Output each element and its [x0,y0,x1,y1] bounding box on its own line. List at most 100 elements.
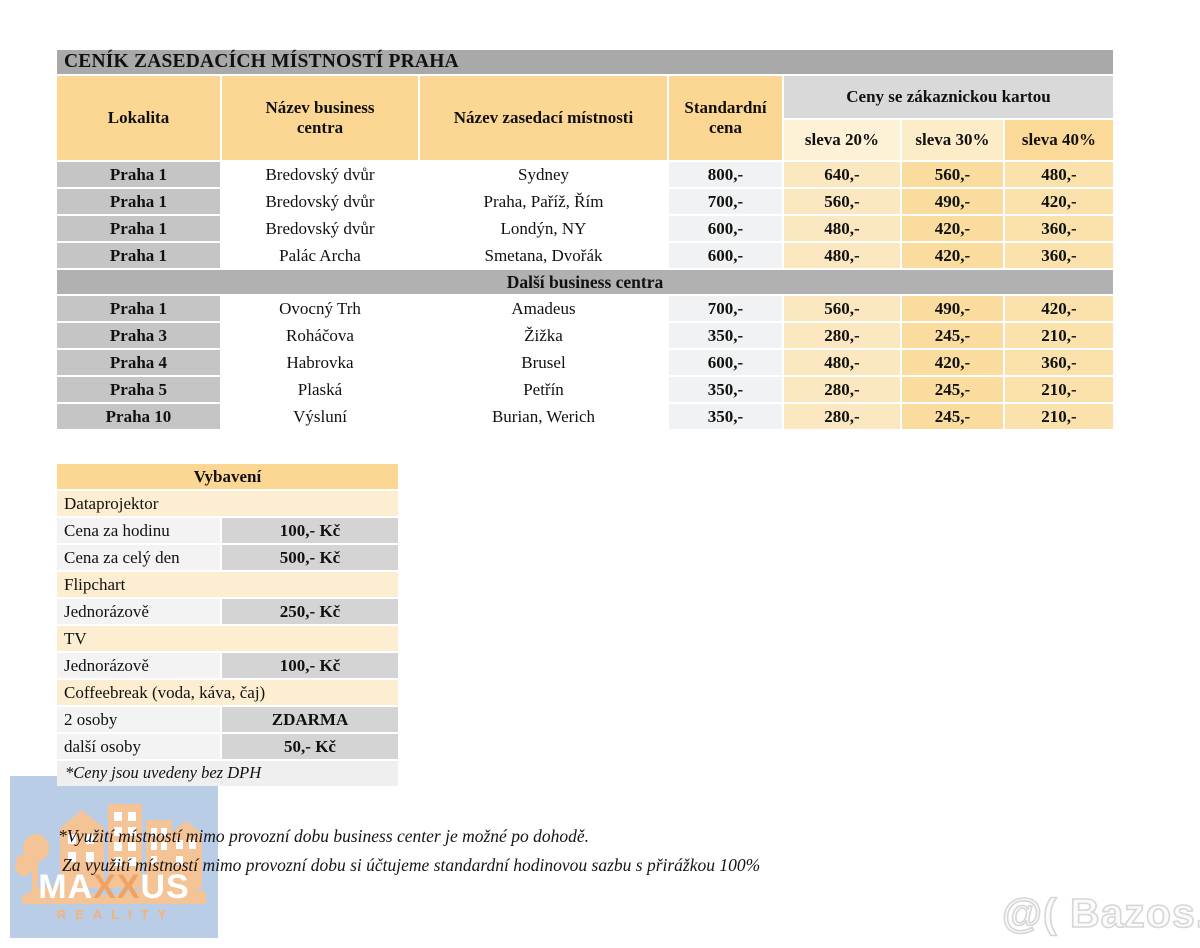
table-row: Praha 1 Bredovský dvůr Sydney 800,- 640,… [57,162,1113,187]
cell-lokalita: Praha 10 [57,404,220,429]
cell-room-name: Sydney [420,162,667,187]
equipment-item-row: Cena za hodinu 100,- Kč [57,518,398,543]
cell-business-centrum: Palác Archa [222,243,418,268]
cell-price-40: 360,- [1005,350,1113,375]
cell-lokalita: Praha 1 [57,162,220,187]
cell-business-centrum: Bredovský dvůr [222,216,418,241]
table-row: Praha 1 Bredovský dvůr Londýn, NY 600,- … [57,216,1113,241]
cell-business-centrum: Bredovský dvůr [222,162,418,187]
cell-price-30: 245,- [902,377,1003,402]
pricelist-title: CENÍK ZASEDACÍCH MÍSTNOSTÍ PRAHA [57,50,1113,74]
maxxus-brand-text: MAXXUS [38,868,189,906]
pricelist-title-row: CENÍK ZASEDACÍCH MÍSTNOSTÍ PRAHA [57,50,1113,74]
cell-price-30: 560,- [902,162,1003,187]
cell-price-40: 210,- [1005,323,1113,348]
cell-business-centrum: Plaská [222,377,418,402]
cell-room-name: Londýn, NY [420,216,667,241]
cell-room-name: Petřín [420,377,667,402]
cell-price-40: 480,- [1005,162,1113,187]
cell-business-centrum: Habrovka [222,350,418,375]
cell-price-40: 420,- [1005,189,1113,214]
cell-lokalita: Praha 1 [57,189,220,214]
cell-price-40: 210,- [1005,404,1113,429]
equipment-category-row: Coffeebreak (voda, káva, čaj) [57,680,398,705]
cell-room-name: Smetana, Dvořák [420,243,667,268]
col-header-discount-40: sleva 40% [1005,120,1113,160]
cell-price-20: 480,- [784,350,900,375]
maxxus-buildings-icon: MAXXUS REALITY [15,804,206,922]
equipment-item-row: Cena za celý den 500,- Kč [57,545,398,570]
equipment-label: Cena za celý den [57,545,220,570]
cell-room-name: Žižka [420,323,667,348]
equipment-item-row: 2 osoby ZDARMA [57,707,398,732]
cell-room-name: Burian, Werich [420,404,667,429]
equipment-title: Vybavení [57,464,398,489]
equipment-category-row: Flipchart [57,572,398,597]
section-header-dalsi-business-centra: Další business centra [57,270,1113,294]
cell-price-30: 420,- [902,350,1003,375]
equipment-table: Vybavení Dataprojektor Cena za hodinu 10… [55,462,400,788]
table-row: Praha 3 Roháčova Žižka 350,- 280,- 245,-… [57,323,1113,348]
cell-standard-price: 350,- [669,404,782,429]
cell-price-40: 210,- [1005,377,1113,402]
cell-price-30: 420,- [902,243,1003,268]
cell-lokalita: Praha 3 [57,323,220,348]
cell-price-30: 245,- [902,404,1003,429]
col-header-customer-card-prices: Ceny se zákaznickou kartou [784,76,1113,118]
footnotes: *Využití místností mimo provozní dobu bu… [58,822,760,880]
cell-price-20: 560,- [784,189,900,214]
cell-business-centrum: Ovocný Trh [222,296,418,321]
col-header-discount-30: sleva 30% [902,120,1003,160]
equipment-note-row: *Ceny jsou uvedeny bez DPH [57,761,398,786]
equipment-category: Coffeebreak (voda, káva, čaj) [57,680,398,705]
equipment-label: 2 osoby [57,707,220,732]
cell-standard-price: 700,- [669,296,782,321]
equipment-label: Jednorázově [57,599,220,624]
col-header-room-name: Název zasedací místnosti [420,76,667,160]
equipment-value: 500,- Kč [222,545,398,570]
header-row-2: sleva 20% sleva 30% sleva 40% [57,120,1113,160]
equipment-category: TV [57,626,398,651]
cell-price-40: 360,- [1005,216,1113,241]
table-row: Praha 1 Palác Archa Smetana, Dvořák 600,… [57,243,1113,268]
equipment-category: Dataprojektor [57,491,398,516]
cell-room-name: Amadeus [420,296,667,321]
equipment-label: Cena za hodinu [57,518,220,543]
cell-standard-price: 600,- [669,216,782,241]
equipment-item-row: další osoby 50,- Kč [57,734,398,759]
cell-price-40: 360,- [1005,243,1113,268]
col-header-business-centrum: Název business centra [222,76,418,160]
cell-lokalita: Praha 5 [57,377,220,402]
cell-lokalita: Praha 1 [57,216,220,241]
col-header-standard-price: Standardní cena [669,76,782,160]
equipment-category: Flipchart [57,572,398,597]
cell-price-30: 490,- [902,189,1003,214]
table-row: Praha 4 Habrovka Brusel 600,- 480,- 420,… [57,350,1113,375]
equipment-value: 100,- Kč [222,653,398,678]
table-row: Praha 1 Bredovský dvůr Praha, Paříž, Řím… [57,189,1113,214]
cell-standard-price: 350,- [669,323,782,348]
cell-lokalita: Praha 1 [57,296,220,321]
cell-price-20: 280,- [784,377,900,402]
cell-business-centrum: Roháčova [222,323,418,348]
cell-price-30: 245,- [902,323,1003,348]
cell-standard-price: 600,- [669,350,782,375]
equipment-label: další osoby [57,734,220,759]
equipment-item-row: Jednorázově 250,- Kč [57,599,398,624]
cell-lokalita: Praha 1 [57,243,220,268]
pricelist-table: CENÍK ZASEDACÍCH MÍSTNOSTÍ PRAHA Lokalit… [55,48,1115,431]
cell-price-30: 490,- [902,296,1003,321]
cell-price-20: 480,- [784,216,900,241]
equipment-value: 100,- Kč [222,518,398,543]
equipment-value: ZDARMA [222,707,398,732]
col-header-lokalita: Lokalita [57,76,220,160]
equipment-value: 50,- Kč [222,734,398,759]
cell-price-40: 420,- [1005,296,1113,321]
cell-price-20: 280,- [784,404,900,429]
equipment-category-row: TV [57,626,398,651]
cell-price-20: 280,- [784,323,900,348]
maxxus-reality-text: REALITY [57,907,176,922]
cell-lokalita: Praha 4 [57,350,220,375]
section-header-row: Další business centra [57,270,1113,294]
